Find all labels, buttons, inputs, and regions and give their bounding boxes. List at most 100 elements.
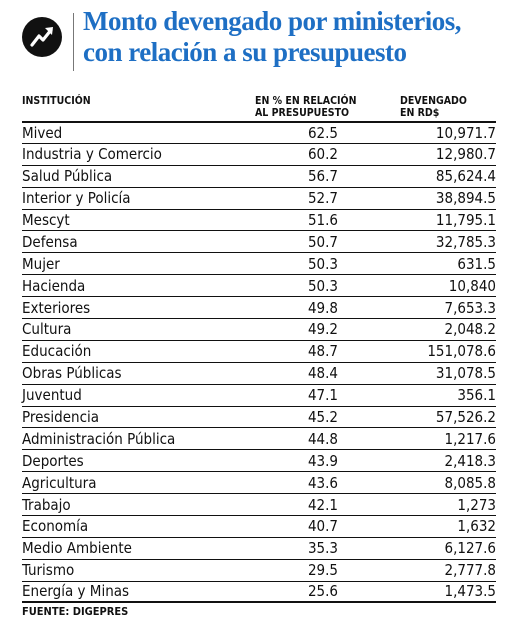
- table-row: Mujer 50.3 631.5: [22, 252, 496, 274]
- header-institution: INSTITUCIÓN: [22, 95, 91, 123]
- percent-cell: 56.7: [307, 167, 338, 186]
- accrued-cell: 8,085.8: [444, 473, 497, 492]
- table-row: Mescyt 51.6 11,795.1: [22, 208, 496, 231]
- percent-cell: 50.7: [307, 232, 338, 251]
- institution-cell: Presidencia: [22, 408, 100, 427]
- table-row: Hacienda 50.3 10,840: [22, 274, 496, 296]
- table-row: Industria y Comercio 60.2 12,980.7: [22, 142, 496, 165]
- table-row: Turismo 29.5 2,777.8: [22, 558, 497, 581]
- table-row: Deportes 43.9 2,418.3: [22, 449, 496, 471]
- title-divider: [73, 13, 74, 71]
- accrued-cell: 38,894.5: [435, 189, 496, 208]
- header-institution-label: INSTITUCIÓN: [22, 95, 91, 107]
- table-row: Economía 40.7 1,632: [22, 515, 496, 537]
- chart-title: Monto devengado por ministerios, con rel…: [83, 6, 513, 68]
- institution-cell: Exteriores: [22, 298, 91, 317]
- institution-cell: Defensa: [22, 232, 78, 251]
- table-row: Defensa 50.7 32,785.3: [22, 230, 496, 252]
- institution-cell: Mescyt: [22, 211, 70, 229]
- institution-cell: Mujer: [22, 254, 60, 273]
- accrued-cell: 6,127.6: [444, 539, 497, 558]
- table-row: Administración Pública 44.8 1,217.6: [22, 427, 496, 449]
- accrued-cell: 10,971.7: [435, 123, 496, 142]
- institution-cell: Mived: [22, 123, 63, 142]
- percent-cell: 44.8: [307, 429, 338, 448]
- table-row: Educación 48.7 151,078.6: [22, 339, 496, 362]
- institution-cell: Juventud: [22, 386, 82, 405]
- table-row: Salud Pública 56.7 85,624.4: [22, 164, 496, 187]
- percent-cell: 50.3: [307, 276, 338, 295]
- institution-cell: Trabajo: [22, 495, 71, 514]
- percent-cell: 35.3: [307, 539, 338, 558]
- table-row: Interior y Policía 52.7 38,894.5: [22, 186, 496, 209]
- institution-cell: Cultura: [22, 320, 72, 339]
- percent-cell: 52.7: [307, 189, 338, 208]
- table-row: Medio Ambiente 35.3 6,127.6: [22, 536, 497, 559]
- accrued-cell: 11,795.1: [435, 211, 496, 229]
- table-row: Juventud 47.1 356.1: [22, 383, 496, 406]
- institution-cell: Interior y Policía: [22, 189, 131, 208]
- header-percent: EN % EN RELACIÓN AL PRESUPUESTO: [255, 95, 365, 123]
- chart-title-line-1: Monto devengado por ministerios,: [83, 6, 462, 36]
- accrued-cell: 31,078.5: [435, 364, 496, 383]
- percent-cell: 48.4: [307, 364, 338, 383]
- percent-cell: 49.8: [307, 298, 338, 317]
- percent-cell: 62.5: [307, 123, 338, 142]
- chart-title-line-2: con relación a su presupuesto: [83, 37, 407, 67]
- table-row: Exteriores 49.8 7,653.3: [22, 296, 496, 318]
- header-accrued-line-2: EN RD$: [400, 107, 440, 119]
- institution-cell: Hacienda: [22, 276, 86, 295]
- institution-cell: Agricultura: [22, 473, 97, 492]
- accrued-cell: 2,418.3: [444, 451, 497, 470]
- institution-cell: Medio Ambiente: [22, 539, 132, 558]
- header-percent-line-1: EN % EN RELACIÓN: [255, 95, 357, 107]
- institution-cell: Turismo: [22, 561, 75, 580]
- header-accrued: DEVENGADO EN RD$: [400, 95, 510, 123]
- percent-cell: 40.7: [307, 517, 338, 536]
- accrued-cell: 151,078.6: [427, 342, 496, 361]
- institution-cell: Administración Pública: [22, 429, 176, 448]
- table-row: Mived 62.5 10,971.7: [22, 121, 496, 143]
- percent-cell: 50.3: [307, 254, 338, 273]
- accrued-cell: 1,273: [457, 495, 496, 514]
- percent-cell: 42.1: [307, 495, 338, 514]
- percent-cell: 47.1: [307, 386, 338, 405]
- trend-arrow-icon: [30, 27, 53, 47]
- institution-cell: Obras Públicas: [22, 364, 122, 383]
- accrued-cell: 1,473.5: [444, 582, 497, 601]
- accrued-cell: 1,217.6: [444, 429, 497, 448]
- accrued-cell: 57,526.2: [435, 408, 496, 427]
- accrued-cell: 12,980.7: [435, 145, 496, 164]
- institution-cell: Economía: [22, 517, 89, 536]
- percent-cell: 49.2: [307, 320, 338, 339]
- accrued-cell: 1,632: [457, 517, 496, 536]
- accrued-cell: 2,777.8: [444, 561, 497, 580]
- percent-cell: 43.9: [307, 451, 338, 470]
- institution-cell: Energía y Minas: [22, 582, 130, 601]
- institution-cell: Educación: [22, 342, 92, 361]
- accrued-cell: 7,653.3: [444, 298, 497, 317]
- accrued-cell: 356.1: [457, 386, 496, 405]
- accrued-cell: 10,840: [448, 276, 496, 295]
- table-row: Trabajo 42.1 1,273: [22, 493, 496, 515]
- table-row: Presidencia 45.2 57,526.2: [22, 405, 496, 428]
- table-row: Cultura 49.2 2,048.2: [22, 318, 496, 340]
- table-row: Energía y Minas 25.6 1,473.5: [22, 580, 497, 603]
- header-accrued-line-1: DEVENGADO: [400, 95, 467, 107]
- percent-cell: 25.6: [307, 582, 338, 601]
- table-row: Agricultura 43.6 8,085.8: [22, 471, 496, 493]
- institution-cell: Salud Pública: [22, 167, 113, 186]
- percent-cell: 48.7: [307, 342, 338, 361]
- percent-cell: 60.2: [307, 145, 338, 164]
- header-percent-line-2: AL PRESUPUESTO: [255, 107, 350, 119]
- percent-cell: 45.2: [307, 408, 338, 427]
- accrued-cell: 2,048.2: [444, 320, 497, 339]
- accrued-cell: 32,785.3: [435, 232, 496, 251]
- institution-cell: Deportes: [22, 451, 84, 470]
- percent-cell: 29.5: [307, 561, 338, 580]
- institution-cell: Industria y Comercio: [22, 145, 162, 164]
- data-table: Mived 62.5 10,971.7 Industria y Comercio 60.…: [22, 121, 496, 603]
- percent-cell: 51.6: [307, 211, 338, 229]
- accrued-cell: 85,624.4: [435, 167, 496, 186]
- brand-logo: [22, 17, 62, 57]
